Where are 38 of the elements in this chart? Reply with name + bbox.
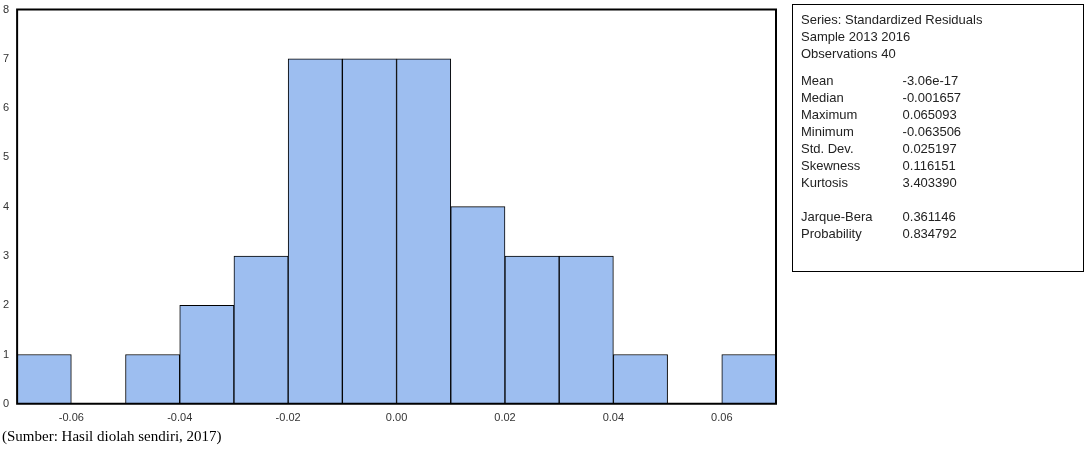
y-tick-label: 7 (2, 51, 10, 64)
y-tick-label: 5 (2, 150, 10, 163)
text: 0.025197 (902, 141, 957, 156)
category-label: Kurtosis (801, 174, 849, 191)
category-label: Maximum (801, 106, 859, 123)
text: 0.065093 (902, 107, 957, 122)
y-tick-label: 3 (2, 249, 10, 262)
y-tick-label: 1 (2, 347, 10, 360)
text: Sample 2013 2016 (801, 28, 912, 45)
y-tick-label: 6 (2, 101, 10, 114)
category-label: Median (801, 89, 845, 106)
y-tick-label: 4 (2, 199, 10, 212)
category-label: Minimum (801, 123, 855, 140)
text: 3.403390 (902, 175, 957, 190)
text: (Sumber: Hasil diolah sendiri, 2017) (2, 428, 222, 445)
x-tick-label: 0.02 (494, 411, 516, 424)
x-tick-label: 0.06 (711, 411, 733, 424)
text: Observations 40 (801, 45, 897, 62)
x-tick-label: -0.02 (275, 411, 301, 424)
text: -0.001657 (902, 90, 962, 105)
x-tick-label: -0.04 (167, 411, 193, 424)
x-tick-label: 0.04 (602, 411, 625, 424)
category-label: Probability (801, 225, 863, 242)
category-label: Std. Dev. (801, 140, 855, 157)
text: 0.361146 (902, 209, 956, 224)
text: 0.116151 (902, 158, 956, 173)
y-tick-label: 0 (2, 396, 10, 409)
x-tick-label: -0.06 (58, 411, 84, 424)
text: Series: Standardized Residuals (801, 11, 984, 28)
category-label: Skewness (801, 157, 862, 174)
text: 0.834792 (902, 226, 957, 241)
x-tick-label: 0.00 (385, 411, 408, 424)
y-tick-label: 8 (2, 2, 10, 15)
y-tick-label: 2 (2, 298, 10, 311)
category-label: Mean (801, 72, 835, 89)
text: -0.063506 (902, 124, 962, 139)
text: -3.06e-17 (902, 73, 959, 88)
category-label: Jarque-Bera (801, 208, 873, 225)
